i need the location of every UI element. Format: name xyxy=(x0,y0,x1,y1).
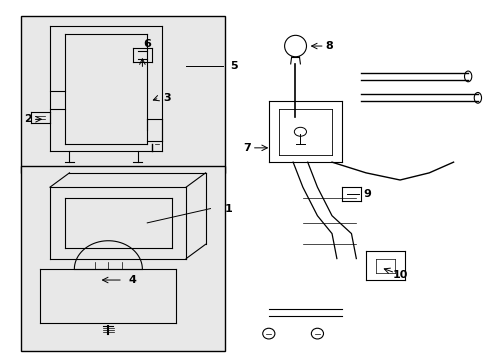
Bar xyxy=(21,166,224,351)
Text: 2: 2 xyxy=(24,114,32,124)
Text: 5: 5 xyxy=(229,61,237,71)
Text: 3: 3 xyxy=(163,93,170,103)
Text: 4: 4 xyxy=(128,275,136,285)
Text: 7: 7 xyxy=(243,143,250,153)
Text: 1: 1 xyxy=(224,203,232,213)
Bar xyxy=(21,16,224,173)
Text: 10: 10 xyxy=(391,270,407,280)
Text: 8: 8 xyxy=(325,41,333,51)
Text: 9: 9 xyxy=(363,189,371,199)
Text: 6: 6 xyxy=(143,39,151,49)
